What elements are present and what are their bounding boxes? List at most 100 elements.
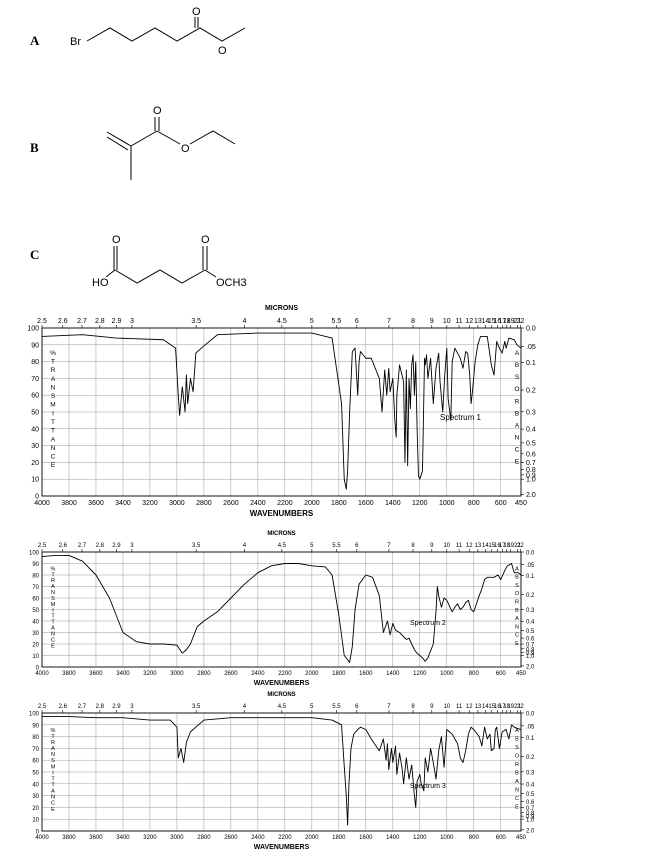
- spectrum-1-x-tick-label: 1800: [331, 500, 347, 507]
- spectrum-3-micron-tick-label: 12: [466, 704, 473, 710]
- spectrum-1-trace: [41, 332, 522, 490]
- spectrum-2-micron-tick-label: 5.5: [332, 543, 341, 549]
- spectrum-2-x-tick-label: 4000: [35, 671, 49, 677]
- atom-b-carbonyl-o: O: [153, 105, 162, 117]
- spectrum-1-x-tick-label: 2800: [196, 500, 212, 507]
- spectrum-1-y-tick-label: 20: [31, 460, 39, 467]
- spectrum-2-y-tick-label: 70: [32, 585, 39, 591]
- spectrum-1-absorbance-tick-label: 0.2: [526, 387, 536, 394]
- spectrum-2-absorbance-tick-label: 0.6: [526, 637, 535, 643]
- spectrum-2-y-tick-label: 80: [32, 574, 39, 580]
- spectrum-1-absorbance-letter: B: [515, 410, 519, 417]
- spectrum-3-micron-tick-label: 4: [243, 704, 247, 710]
- spectrum-1-x-tick-label: 1400: [385, 500, 401, 507]
- spectrum-2-trace: [41, 555, 522, 663]
- spectrum-1-micron-tick-label: 5: [310, 318, 314, 325]
- spectrum-3-micron-tick-label: 4.5: [278, 704, 287, 710]
- spectrum-3-micron-tick-label: 22: [517, 704, 524, 710]
- spectrum-2-x-tick-label: 1400: [386, 671, 400, 677]
- spectrum-3-micron-tick-label: 2.7: [78, 704, 87, 710]
- spectrum-2-transmittance-letter: C: [51, 637, 55, 643]
- spectrum-3-y-tick-label: 20: [32, 806, 39, 812]
- spectrum-1-micron-tick-label: 3: [130, 318, 134, 325]
- spectrum-1-absorbance-tick-label: 0.5: [526, 440, 536, 447]
- spectrum-2-x-tick-label: 1600: [359, 671, 373, 677]
- atom-a-br: Br: [70, 36, 81, 48]
- spectrum-2-y-tick-label: 40: [32, 620, 39, 626]
- spectrum-3-trace: [42, 716, 522, 826]
- spectrum-1-x-tick-label: 4000: [34, 500, 50, 507]
- spectrum-3-y-tick-label: 40: [32, 782, 39, 788]
- spectrum-2-absorbance-letter: B: [515, 575, 519, 581]
- spectrum-2-absorbance-tick-label: 2.0: [526, 664, 535, 670]
- spectrum-3-absorbance-tick-label: 0.1: [526, 736, 535, 742]
- spectrum-1-y-tick-label: 100: [27, 326, 39, 333]
- spectrum-3-micron-tick-label: 3: [130, 704, 134, 710]
- spectrum-1-absorbance-letter: C: [515, 447, 520, 454]
- spectrum-1-micron-tick-label: 3.5: [191, 318, 201, 325]
- compound-label-b: B: [30, 140, 39, 155]
- spectrum-3-micron-tick-label: 5.5: [332, 704, 341, 710]
- spectrum-3-x-tick-label: 2800: [197, 835, 211, 841]
- spectrum-3-x-tick-label: 600: [496, 835, 507, 841]
- spectrum-3-absorbance-letter: C: [515, 796, 519, 802]
- spectrum-2-x-tick-label: 800: [469, 671, 480, 677]
- spectrum-3-x-tick-label: 3000: [170, 835, 184, 841]
- spectrum-2-absorbance-letter: E: [515, 641, 519, 647]
- spectrum-1-plot-frame: [41, 327, 522, 497]
- spectrum-2-absorbance-letter: A: [515, 566, 519, 572]
- spectrum-3-x-tick-label: 1400: [386, 835, 400, 841]
- spectrum-1-wavenumbers-title: WAVENUMBERS: [250, 509, 314, 518]
- spectrum-2-absorbance-tick-label: .05: [526, 563, 535, 569]
- spectrum-1-x-tick-label: 3400: [115, 500, 131, 507]
- spectrum-3-absorbance-letter: S: [515, 745, 519, 751]
- spectrum-3-x-tick-label: 450: [516, 835, 527, 841]
- spectrum-1-micron-tick-label: 19: [507, 318, 515, 325]
- spectrum-3-plot-frame: [41, 712, 522, 832]
- spectrum-2-y-tick-label: 60: [32, 597, 39, 603]
- spectrum-1-y-tick-label: 30: [31, 443, 39, 450]
- spectrum-3-absorbance-tick-label: 0.9: [526, 815, 535, 821]
- spectrum-3-micron-tick-label: 2.8: [96, 704, 105, 710]
- spectrum-3-transmittance-letter: I: [52, 770, 54, 776]
- spectrum-1-absorbance-letter: R: [515, 398, 520, 405]
- spectrum-2-absorbance-letter: O: [515, 591, 520, 597]
- spectrum-3-transmittance-letter: T: [51, 776, 55, 782]
- spectrum-2-micron-tick-label: 3.5: [192, 543, 201, 549]
- spectrum-3-x-tick-label: 2400: [251, 835, 265, 841]
- spectrum-1-absorbance-tick-label: .05: [526, 344, 536, 351]
- spectrum-2-absorbance-tick-label: 0.1: [526, 574, 535, 580]
- spectrum-1-x-tick-label: 3000: [169, 500, 185, 507]
- spectrum-1-absorbance-letter: A: [515, 350, 520, 357]
- spectrum-1-absorbance-tick-label: 0.1: [526, 360, 536, 367]
- spectrum-2-x-tick-label: 1200: [413, 671, 427, 677]
- spectrum-1-micron-tick-label: 2.9: [112, 318, 122, 325]
- spectrum-2-y-tick-label: 100: [29, 551, 40, 557]
- spectrum-2-micron-tick-label: 19: [507, 543, 514, 549]
- spectrum-3-absorbance-letter: O: [515, 753, 520, 759]
- spectrum-2-absorbance-tick-label: 0.2: [526, 593, 535, 599]
- spectrum-1-title: Spectrum 1: [440, 413, 481, 422]
- spectrum-3-transmittance-letter: %: [51, 728, 56, 734]
- spectrum-2-transmittance-letter: T: [51, 614, 55, 620]
- spectrum-2-transmittance-letter: A: [51, 584, 55, 590]
- spectrum-2-x-tick-label: 3600: [89, 671, 103, 677]
- spectrum-2-micron-tick-label: 16: [494, 543, 501, 549]
- spectrum-3-title: Spectrum 3: [410, 783, 446, 790]
- spectrum-2-y-tick-label: 50: [32, 608, 39, 614]
- spectrum-3-absorbance-tick-label: 0.3: [526, 770, 535, 776]
- spectrum-3-transmittance-letter: E: [51, 807, 55, 813]
- spectrum-1-x-tick-label: 2200: [277, 500, 293, 507]
- spectrum-1-micron-tick-label: 4.5: [277, 318, 287, 325]
- spectrum-3-absorbance-tick-label: 1.0: [526, 818, 535, 824]
- spectrum-3-transmittance-letter: A: [51, 789, 55, 795]
- spectrum-3-absorbance-tick-label: .05: [526, 724, 535, 730]
- atom-c-acid-o: O: [112, 234, 121, 246]
- spectrum-2-micron-tick-label: 13: [475, 543, 482, 549]
- spectrum-1-absorbance-letter: N: [515, 435, 520, 442]
- spectrum-3-absorbance-tick-label: 0.0: [526, 712, 535, 718]
- spectrum-2-micron-tick-label: 4: [243, 543, 247, 549]
